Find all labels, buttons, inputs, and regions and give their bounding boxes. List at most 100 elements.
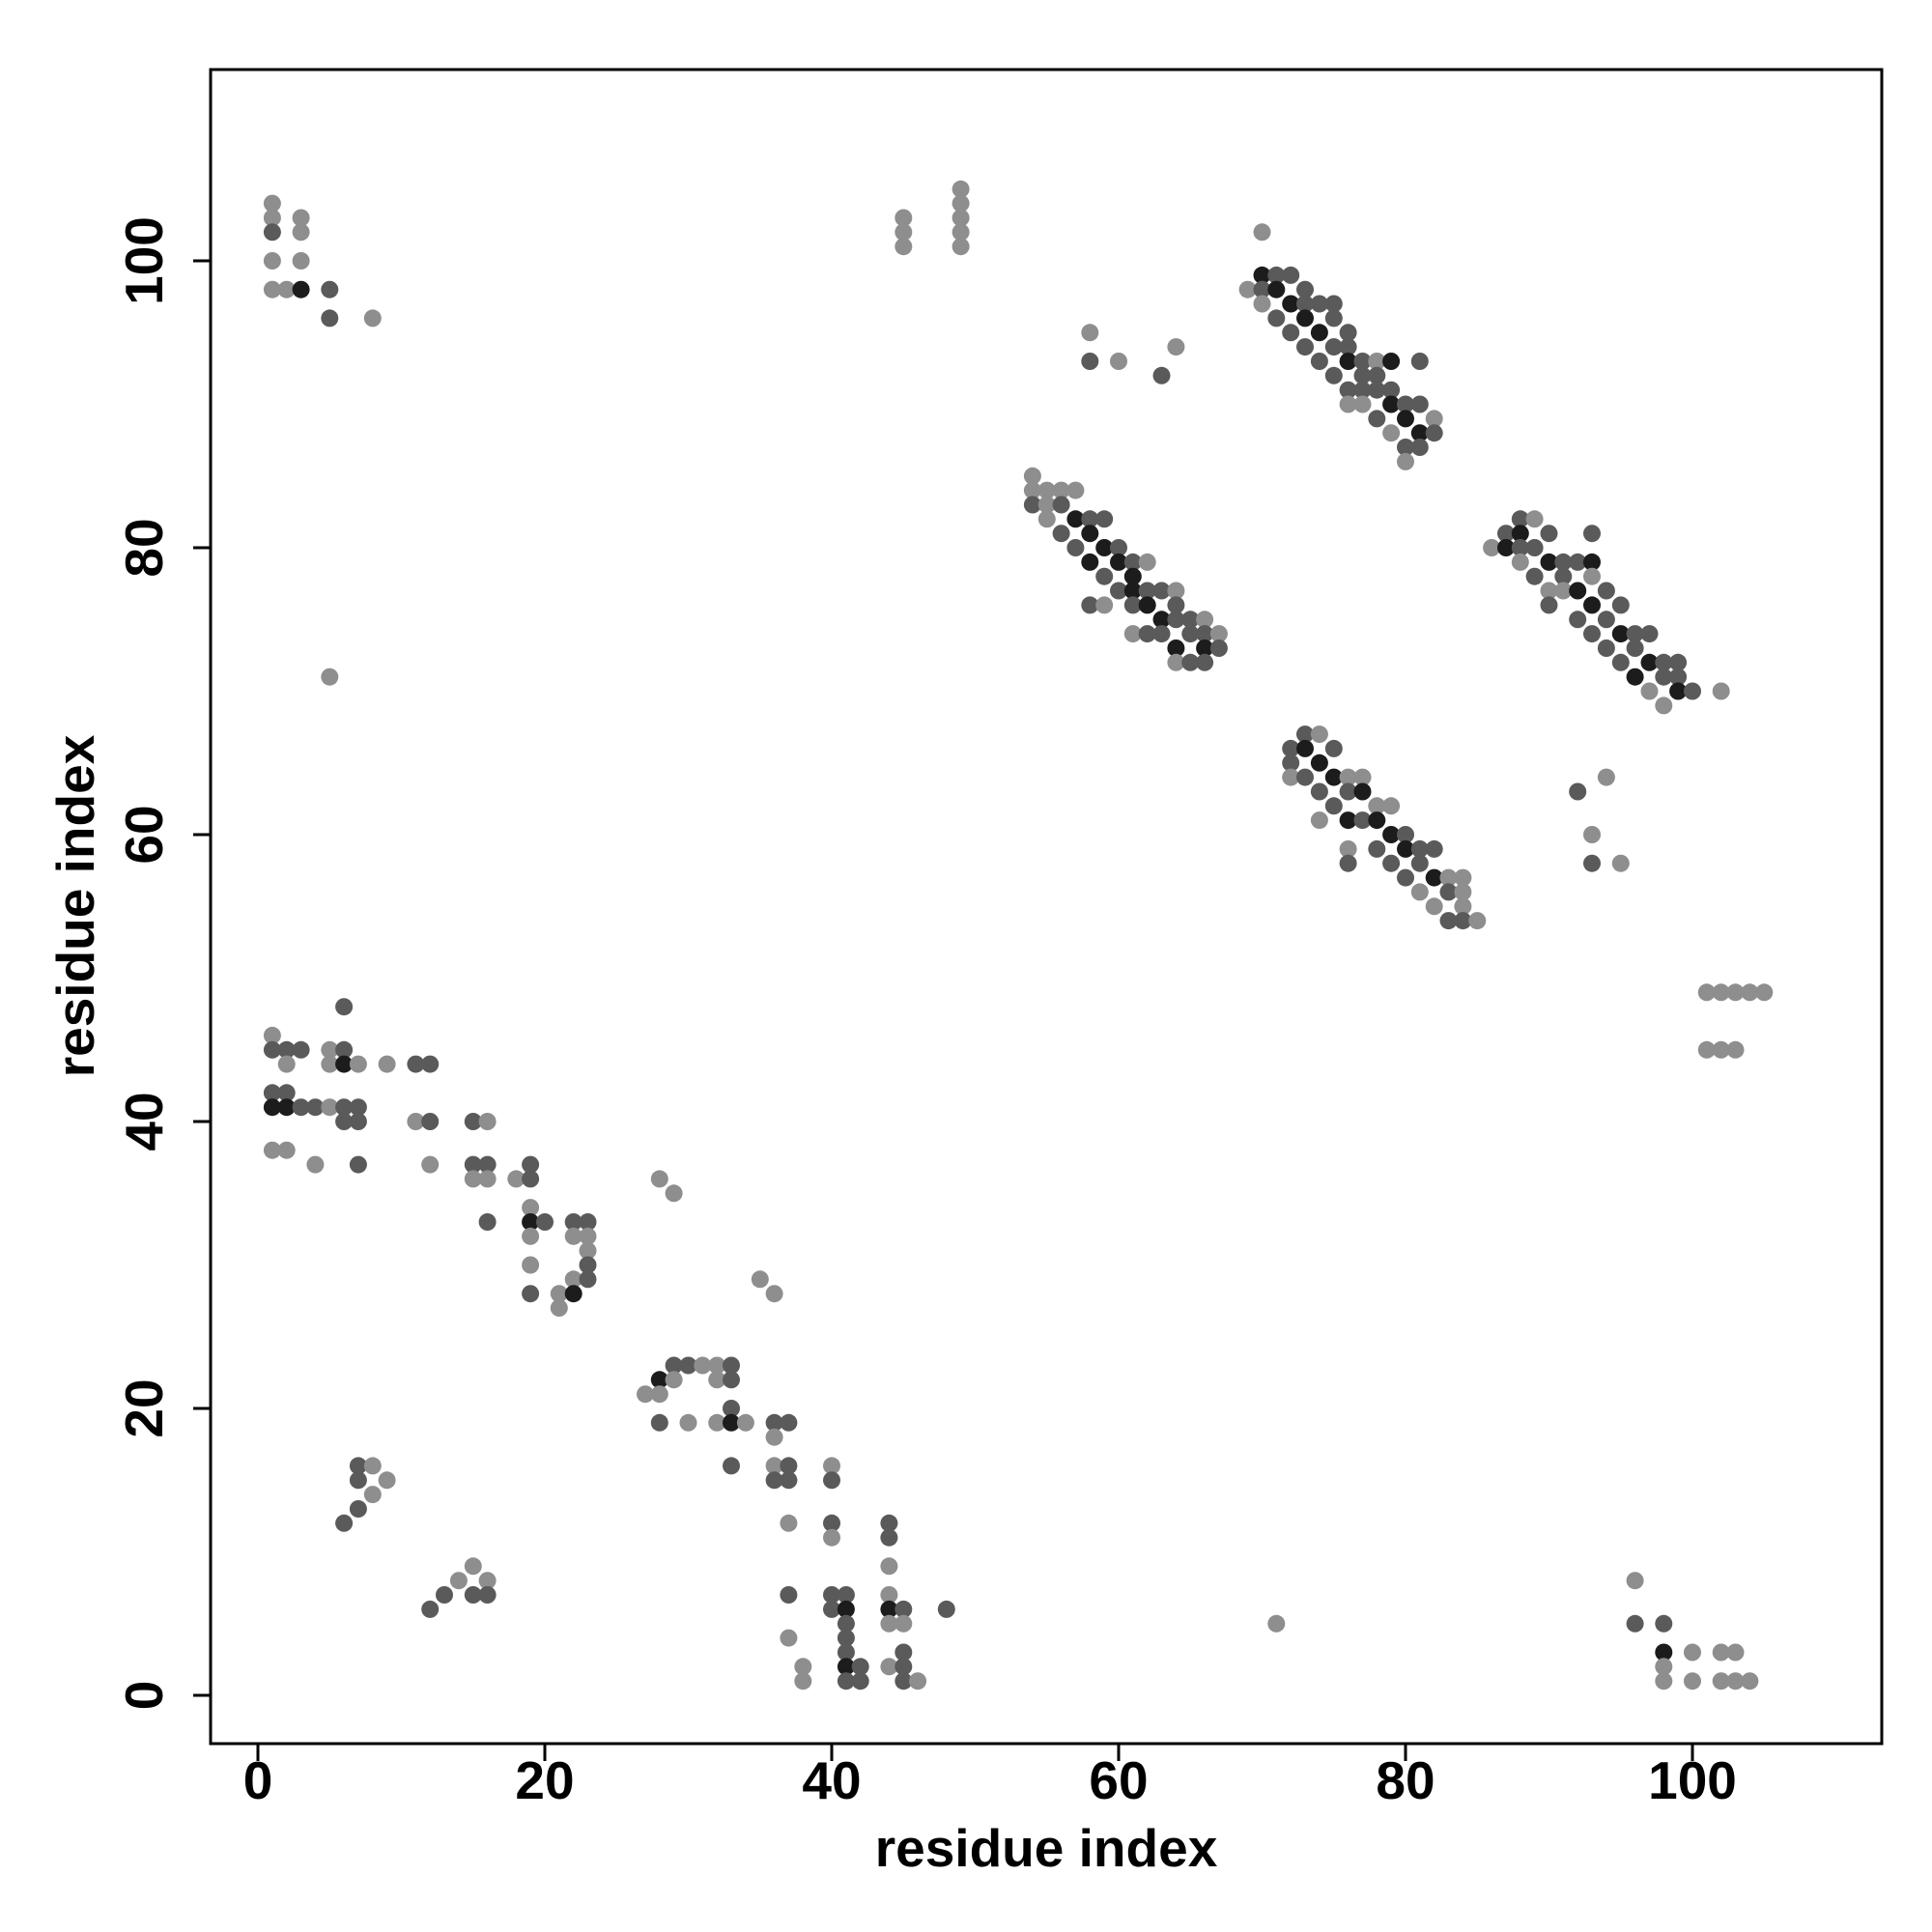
data-point <box>1081 525 1099 543</box>
data-point <box>1569 782 1587 801</box>
data-point <box>407 1055 425 1073</box>
data-point <box>650 1371 668 1389</box>
data-point <box>650 1413 668 1432</box>
y-tick-label: 40 <box>114 1092 174 1151</box>
y-tick-label: 60 <box>114 805 174 864</box>
data-point <box>1123 625 1142 643</box>
data-point <box>1353 381 1372 399</box>
x-tick-label: 80 <box>1376 1750 1435 1810</box>
plot-frame <box>209 68 1884 1746</box>
data-point <box>1353 782 1372 801</box>
data-point <box>349 1113 367 1130</box>
data-point <box>765 1413 783 1432</box>
x-tick-label: 0 <box>243 1750 273 1810</box>
data-point <box>1669 653 1688 671</box>
data-point <box>1339 324 1357 342</box>
data-point <box>579 1241 597 1260</box>
data-point <box>464 1586 482 1604</box>
data-point <box>321 1098 339 1117</box>
data-point <box>564 1213 582 1231</box>
data-point <box>637 1385 654 1404</box>
x-axis-title: residue index <box>875 1818 1218 1878</box>
data-point <box>1684 1672 1701 1690</box>
data-point <box>1310 782 1328 801</box>
data-point <box>880 1557 898 1576</box>
data-point <box>1554 582 1573 600</box>
data-point <box>1626 639 1644 657</box>
data-point <box>1138 625 1156 643</box>
data-point <box>952 209 970 227</box>
data-point <box>478 1213 497 1231</box>
data-point <box>1497 539 1515 556</box>
data-point <box>1611 625 1630 643</box>
y-axis-title: residue index <box>45 734 105 1077</box>
data-point <box>536 1213 554 1231</box>
data-point <box>1037 496 1056 514</box>
data-point <box>579 1227 597 1245</box>
data-point <box>1382 826 1401 843</box>
data-point <box>1138 582 1156 600</box>
data-point <box>1655 1658 1673 1676</box>
data-point <box>1583 596 1601 614</box>
data-point <box>1368 366 1386 384</box>
data-point <box>1410 353 1429 370</box>
data-point <box>1095 596 1114 614</box>
data-point <box>1597 768 1615 786</box>
data-point <box>736 1413 754 1432</box>
data-point <box>1267 266 1286 284</box>
data-point <box>277 280 296 298</box>
data-point <box>1497 525 1515 543</box>
data-point <box>1569 582 1587 600</box>
data-point <box>1525 510 1544 528</box>
data-point <box>507 1170 526 1188</box>
data-point <box>1167 582 1185 600</box>
data-point <box>1310 725 1328 744</box>
data-point <box>1324 739 1343 757</box>
data-point <box>363 1486 382 1504</box>
data-point <box>1324 295 1343 313</box>
data-point <box>837 1672 855 1690</box>
data-point <box>1181 611 1200 629</box>
data-point <box>851 1658 869 1676</box>
data-point <box>1123 567 1142 585</box>
data-point <box>263 1098 281 1117</box>
data-point <box>550 1299 568 1317</box>
data-point <box>909 1672 927 1690</box>
data-point <box>277 1084 296 1102</box>
data-point <box>895 1600 913 1618</box>
points-layer <box>263 180 1774 1690</box>
data-point <box>321 309 339 327</box>
data-point <box>1152 366 1171 384</box>
data-point <box>650 1385 668 1404</box>
data-point <box>1655 668 1673 686</box>
data-point <box>1324 768 1343 786</box>
data-point <box>794 1672 812 1690</box>
data-point <box>679 1413 697 1432</box>
data-point <box>1626 668 1644 686</box>
data-point <box>837 1600 855 1618</box>
data-point <box>1196 611 1214 629</box>
data-point <box>851 1672 869 1690</box>
data-point <box>378 1055 396 1073</box>
data-point <box>1583 826 1601 843</box>
data-point <box>1397 452 1414 470</box>
data-point <box>579 1270 597 1289</box>
data-point <box>1382 353 1401 370</box>
data-point <box>1655 1614 1673 1633</box>
data-point <box>1339 839 1357 858</box>
data-point <box>1324 366 1343 384</box>
data-point <box>780 1514 798 1532</box>
data-point <box>1583 625 1601 643</box>
data-point <box>1296 338 1314 356</box>
data-point <box>679 1356 697 1375</box>
data-point <box>1238 280 1257 298</box>
x-tick-label: 20 <box>515 1750 574 1810</box>
data-point <box>1597 639 1615 657</box>
data-point <box>1167 596 1185 614</box>
data-point <box>421 1600 440 1618</box>
data-point <box>1726 1643 1745 1662</box>
data-point <box>1655 1672 1673 1690</box>
data-point <box>1583 567 1601 585</box>
data-point <box>436 1586 453 1604</box>
data-point <box>1339 854 1357 872</box>
